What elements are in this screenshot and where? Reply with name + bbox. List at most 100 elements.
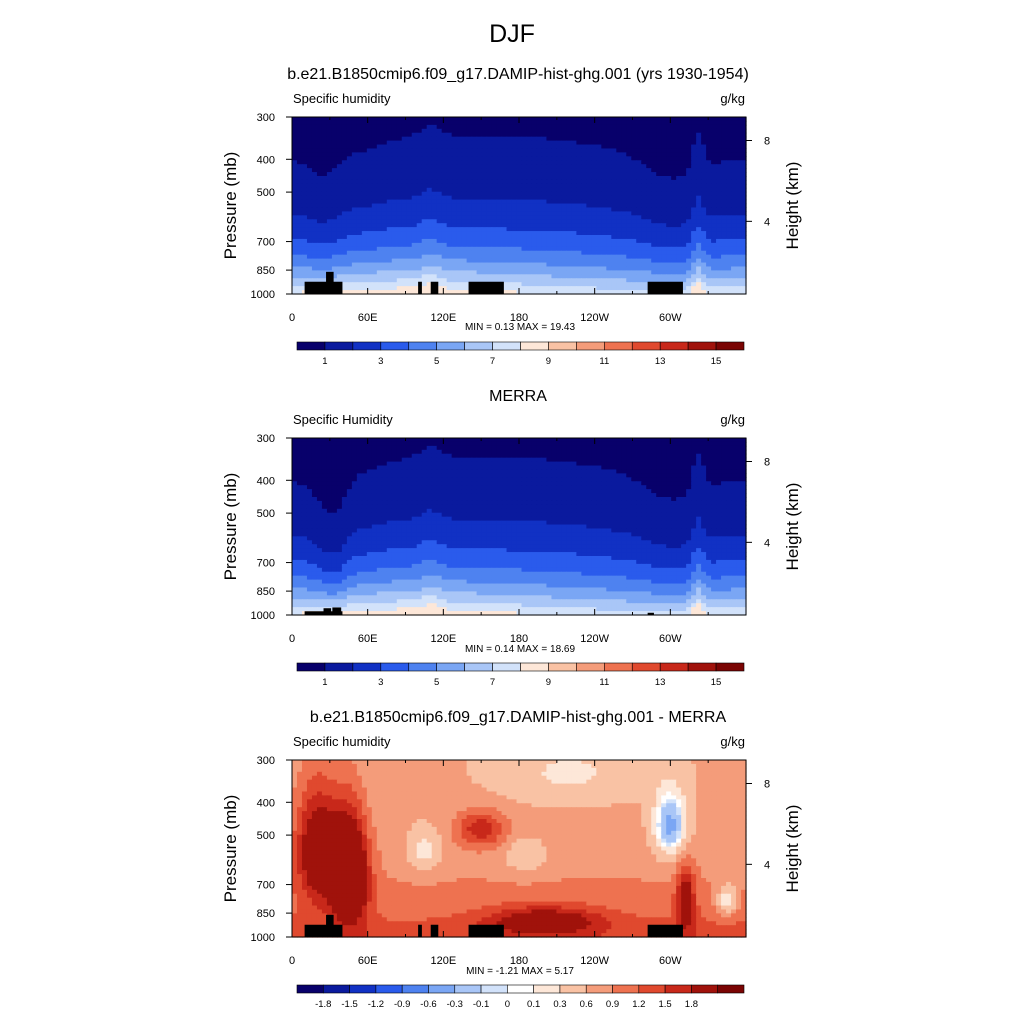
field-cell: [446, 250, 453, 256]
field-cell: [386, 246, 393, 252]
field-cell: [566, 183, 572, 189]
field-cell: [556, 441, 563, 447]
field-cell: [596, 179, 602, 185]
field-cell: [716, 187, 722, 193]
field-cell: [481, 438, 488, 443]
field-cell: [341, 258, 348, 264]
field-cell: [661, 152, 667, 157]
field-cell: [541, 238, 548, 244]
field-cell: [431, 152, 438, 157]
field-cell: [292, 183, 298, 189]
field-cell: [551, 152, 558, 157]
field-cell: [606, 148, 612, 153]
field-cell: [351, 172, 358, 177]
field-cell: [741, 290, 747, 295]
field-cell: [726, 238, 732, 244]
field-cell: [441, 124, 448, 130]
field-cell: [596, 176, 602, 181]
field-cell: [481, 457, 488, 463]
field-cell: [526, 211, 533, 216]
field-cell: [586, 469, 592, 474]
field-cell: [341, 282, 348, 287]
field-cell: [526, 254, 533, 260]
field-cell: [571, 250, 577, 256]
field-cell: [396, 176, 403, 181]
field-cell: [601, 438, 607, 443]
field-cell: [526, 438, 533, 443]
field-cell: [446, 207, 453, 212]
field-cell: [496, 132, 503, 138]
field-cell: [681, 207, 687, 212]
field-cell: [736, 266, 742, 271]
field-cell: [656, 231, 662, 236]
field-cell: [321, 250, 328, 256]
field-cell: [296, 179, 303, 185]
field-cell: [541, 441, 548, 447]
field-cell: [681, 148, 687, 153]
field-cell: [606, 136, 612, 142]
field-cell: [691, 250, 697, 256]
field-cell: [296, 250, 303, 256]
field-cell: [441, 164, 448, 169]
field-cell: [301, 176, 308, 181]
field-cell: [646, 469, 652, 474]
field-cell: [536, 227, 543, 232]
field-cell: [641, 136, 647, 142]
field-cell: [521, 179, 528, 185]
field-cell: [596, 223, 602, 228]
field-cell: [292, 254, 298, 260]
field-cell: [351, 164, 358, 169]
field-cell: [421, 172, 428, 177]
field-cell: [366, 465, 373, 471]
field-cell: [571, 132, 577, 138]
field-cell: [351, 274, 358, 279]
field-cell: [326, 203, 333, 209]
field-cell: [371, 156, 378, 161]
field-cell: [361, 231, 368, 236]
field-cell: [596, 207, 602, 212]
field-cell: [376, 156, 383, 161]
field-cell: [571, 445, 577, 451]
field-cell: [431, 457, 438, 463]
field-cell: [601, 286, 607, 291]
field-cell: [461, 191, 468, 197]
field-cell: [726, 449, 732, 455]
field-cell: [601, 195, 607, 201]
field-cell: [696, 168, 702, 173]
field-cell: [292, 128, 298, 134]
field-cell: [351, 183, 358, 189]
field-cell: [486, 183, 493, 189]
field-cell: [416, 219, 423, 224]
field-cell: [356, 117, 363, 122]
field-cell: [296, 246, 303, 252]
field-cell: [351, 203, 358, 209]
field-cell: [556, 246, 563, 252]
field-cell: [581, 238, 587, 244]
field-cell: [361, 445, 368, 451]
field-cell: [446, 132, 453, 138]
field-cell: [292, 168, 298, 173]
field-cell: [346, 207, 353, 212]
field-cell: [731, 187, 737, 193]
y-tick-label: 1000: [251, 289, 275, 301]
field-cell: [526, 274, 533, 279]
field-cell: [586, 278, 592, 283]
field-cell: [631, 195, 637, 201]
field-cell: [292, 211, 298, 216]
field-cell: [626, 136, 632, 142]
field-cell: [451, 203, 458, 209]
field-cell: [721, 179, 727, 185]
field-cell: [601, 176, 607, 181]
field-cell: [561, 469, 567, 474]
field-cell: [316, 136, 323, 142]
field-cell: [676, 132, 682, 138]
field-cell: [411, 152, 418, 157]
field-cell: [511, 199, 518, 205]
field-cell: [356, 453, 363, 459]
field-cell: [581, 453, 587, 459]
field-cell: [616, 148, 622, 153]
field-cell: [381, 445, 388, 451]
field-cell: [711, 199, 717, 205]
field-cell: [361, 211, 368, 216]
field-cell: [451, 457, 458, 463]
